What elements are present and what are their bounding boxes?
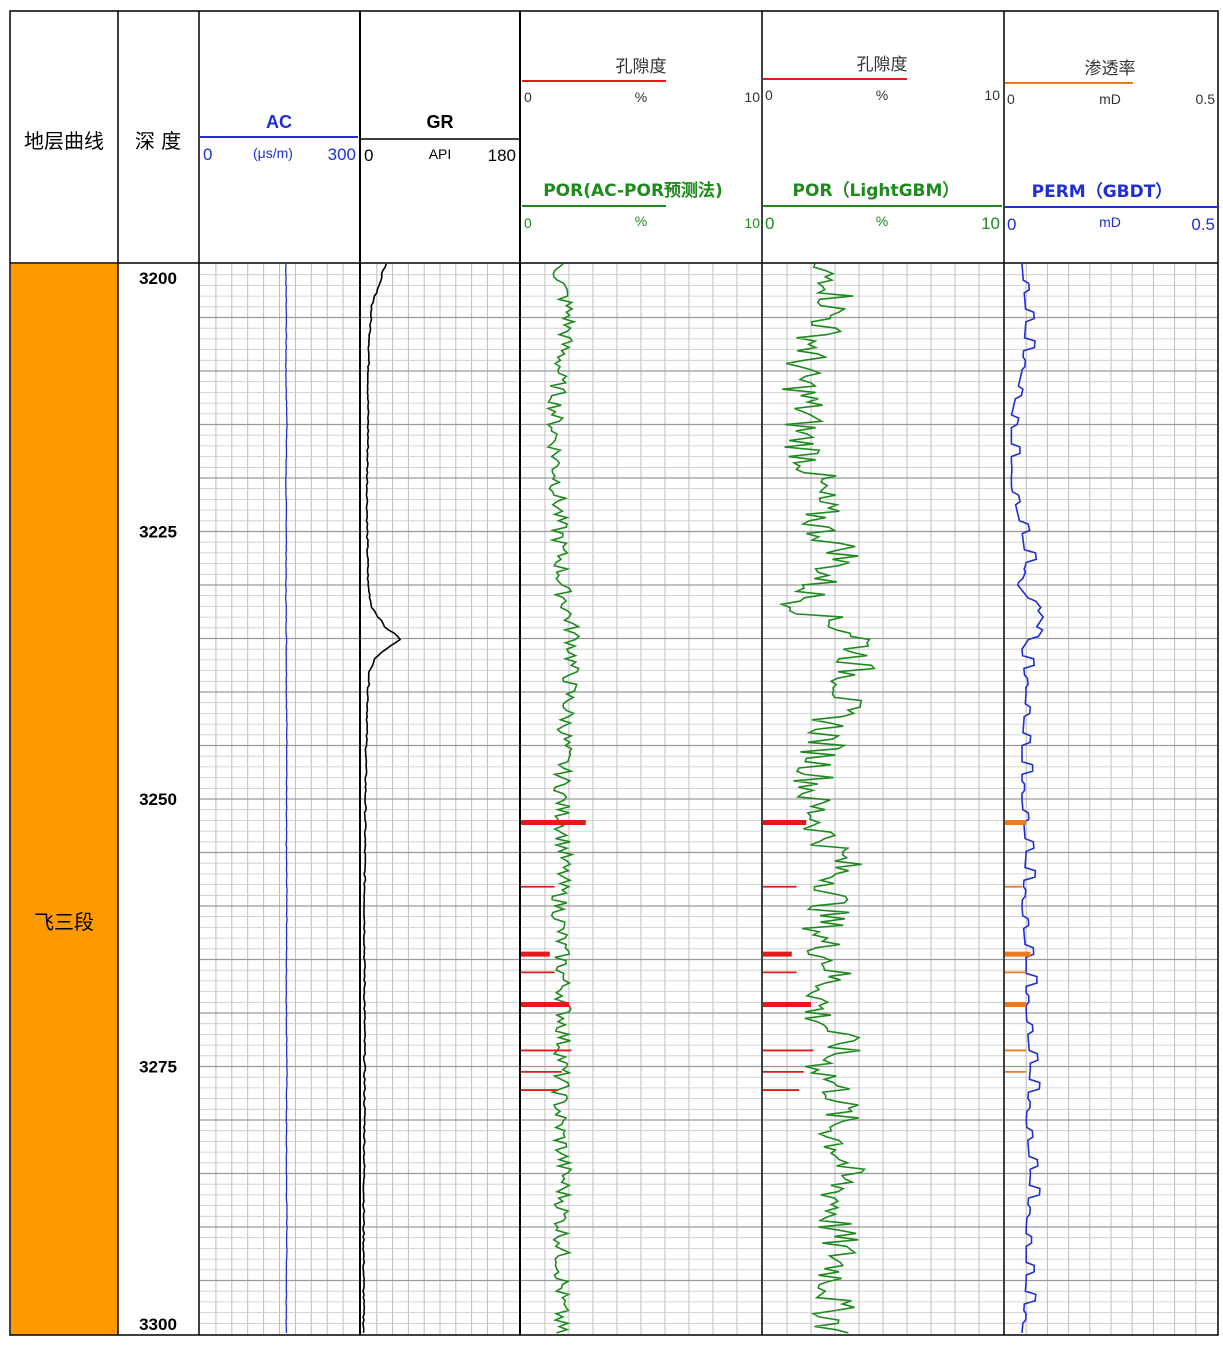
perm-core-title: 渗透率 — [1085, 59, 1136, 79]
curve-POR(AC-POR预测法) — [545, 263, 581, 1334]
depth-tick-label: 3250 — [139, 790, 177, 809]
header: 地层曲线 深 度 AC 0 (μs/m) 300 GR 0 API 180 孔隙… — [24, 55, 1217, 234]
depth-tick-label: 3225 — [139, 523, 177, 542]
perm-min: 0 — [1007, 215, 1016, 234]
por-lgbm-core-min: 0 — [765, 87, 773, 103]
curve-POR（LightGBM） — [778, 263, 876, 1334]
strata-header: 地层曲线 — [24, 129, 104, 153]
gr-unit: API — [429, 146, 452, 162]
por-ac-name: POR(AC-POR预测法) — [543, 180, 723, 201]
perm-core-max: 0.5 — [1196, 91, 1216, 107]
frame — [9, 10, 1219, 1336]
track-grids — [200, 264, 1217, 1334]
por-lgbm-core-unit: % — [876, 87, 888, 103]
depth-header: 深 度 — [135, 129, 181, 153]
perm-unit: mD — [1099, 214, 1121, 230]
curves — [284, 263, 1045, 1334]
por-ac-min: 0 — [524, 215, 532, 231]
curve-AC — [284, 264, 288, 1333]
por-lgbm-min: 0 — [765, 214, 774, 233]
perm-name: PERM（GBDT） — [1032, 181, 1173, 202]
por-ac-core-max: 10 — [744, 89, 760, 105]
ac-max: 300 — [328, 145, 356, 164]
por-lgbm-core-title: 孔隙度 — [857, 55, 908, 75]
por-ac-core-min: 0 — [524, 89, 532, 105]
depth-tick-label: 3275 — [139, 1058, 177, 1077]
ac-min: 0 — [203, 145, 212, 164]
ac-name: AC — [266, 112, 292, 132]
perm-core-min: 0 — [1007, 91, 1015, 107]
por-ac-core-title: 孔隙度 — [616, 57, 667, 77]
ac-unit: (μs/m) — [253, 145, 293, 161]
depth-tick-labels: 3200 3225 3250 3275 3300 — [139, 269, 177, 1334]
por-lgbm-unit: % — [876, 213, 888, 229]
por-ac-core-unit: % — [635, 89, 647, 105]
por-lgbm-max: 10 — [981, 214, 1000, 233]
por-ac-unit: % — [635, 213, 647, 229]
curve-GR — [362, 263, 402, 1333]
por-lgbm-name: POR（LightGBM） — [793, 180, 960, 201]
zone-label: 飞三段 — [34, 910, 94, 934]
por-lgbm-core-max: 10 — [984, 87, 1000, 103]
depth-tick-label: 3300 — [139, 1315, 177, 1334]
depth-tick-label: 3200 — [139, 269, 177, 288]
strata-column: 飞三段 — [11, 264, 118, 1335]
perm-core-unit: mD — [1099, 91, 1121, 107]
gr-max: 180 — [488, 146, 516, 165]
por-ac-max: 10 — [744, 215, 760, 231]
gr-name: GR — [427, 112, 454, 132]
perm-max: 0.5 — [1191, 215, 1215, 234]
gr-min: 0 — [364, 146, 373, 165]
curve-PERM（GBDT） — [1010, 263, 1045, 1333]
zone-fill — [11, 264, 118, 1335]
